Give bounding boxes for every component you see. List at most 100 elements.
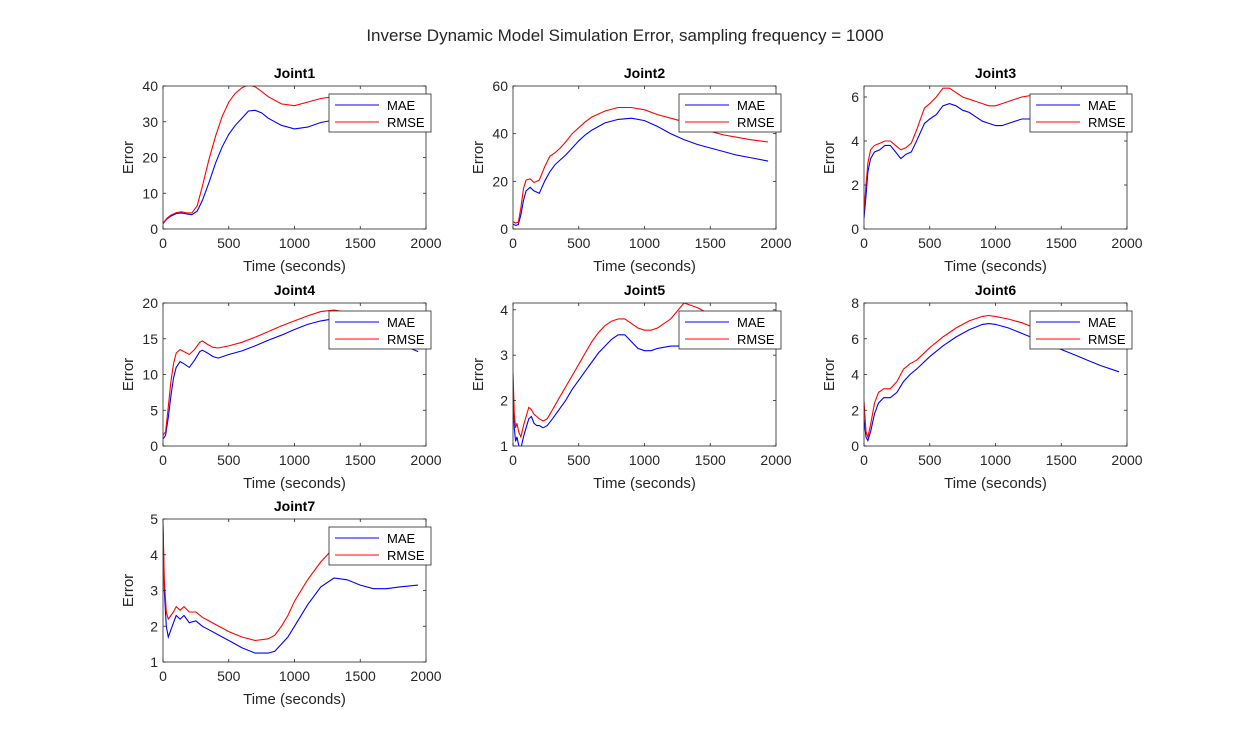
y-tick-label: 20 xyxy=(142,150,158,166)
x-axis-label: Time (seconds) xyxy=(944,258,1047,275)
y-tick-label: 40 xyxy=(142,78,158,94)
x-tick-label: 0 xyxy=(159,668,167,684)
y-tick-label: 5 xyxy=(150,402,158,418)
series-line-mae xyxy=(513,334,769,446)
x-tick-label: 1000 xyxy=(980,235,1011,251)
legend-label-mae: MAE xyxy=(387,315,416,330)
legend-label-rmse: RMSE xyxy=(1088,332,1126,347)
legend-label-mae: MAE xyxy=(737,315,766,330)
x-tick-label: 0 xyxy=(860,235,868,251)
x-tick-label: 2000 xyxy=(760,235,791,251)
x-axis-label: Time (seconds) xyxy=(593,258,696,275)
subplot-title: Joint5 xyxy=(624,282,665,298)
x-tick-label: 1500 xyxy=(695,235,726,251)
legend-label-rmse: RMSE xyxy=(1088,115,1126,130)
y-tick-label: 0 xyxy=(150,221,158,237)
x-axis-label: Time (seconds) xyxy=(243,258,346,275)
x-tick-label: 0 xyxy=(509,452,517,468)
x-tick-label: 500 xyxy=(217,235,241,251)
legend-label-rmse: RMSE xyxy=(737,332,775,347)
y-tick-label: 6 xyxy=(851,89,859,105)
legend-label-rmse: RMSE xyxy=(387,332,425,347)
y-tick-label: 6 xyxy=(851,331,859,347)
y-axis-label: Error xyxy=(120,141,137,174)
x-tick-label: 500 xyxy=(217,452,241,468)
subplot-title: Joint1 xyxy=(274,65,315,81)
x-tick-label: 1500 xyxy=(345,452,376,468)
y-tick-label: 0 xyxy=(150,438,158,454)
x-tick-label: 0 xyxy=(159,235,167,251)
legend: MAE RMSE xyxy=(1029,310,1133,350)
legend-box xyxy=(328,526,432,566)
x-tick-label: 1500 xyxy=(345,668,376,684)
subplot-joint2: 0 500 1000 1500 2000 0 20 40 60 Joint2 Time (secon… xyxy=(470,65,792,275)
legend-box xyxy=(328,310,432,350)
x-tick-label: 2000 xyxy=(760,452,791,468)
x-axis-label: Time (seconds) xyxy=(944,475,1047,492)
y-tick-label: 4 xyxy=(150,547,158,563)
x-tick-label: 0 xyxy=(509,235,517,251)
subplot-title: Joint4 xyxy=(274,282,315,298)
y-tick-label: 0 xyxy=(851,438,859,454)
subplot-title: Joint6 xyxy=(975,282,1016,298)
subplot-joint6: 0 500 1000 1500 2000 0 2 4 6 8 Joint6 Time (seconds… xyxy=(821,282,1143,492)
y-tick-label: 1 xyxy=(500,438,508,454)
legend: MAE RMSE xyxy=(328,310,432,350)
figure-title: Inverse Dynamic Model Simulation Error, … xyxy=(366,26,884,45)
x-tick-label: 1000 xyxy=(279,235,310,251)
x-tick-label: 1500 xyxy=(1046,452,1077,468)
y-tick-label: 4 xyxy=(851,367,859,383)
x-tick-label: 2000 xyxy=(1111,235,1142,251)
subplot-title: Joint7 xyxy=(274,498,315,514)
y-tick-label: 8 xyxy=(851,295,859,311)
legend-box xyxy=(678,93,782,133)
y-tick-label: 40 xyxy=(492,126,508,142)
x-tick-label: 500 xyxy=(918,235,942,251)
legend: MAE RMSE xyxy=(678,93,782,133)
y-tick-label: 2 xyxy=(150,618,158,634)
x-tick-label: 1500 xyxy=(695,452,726,468)
y-tick-label: 30 xyxy=(142,114,158,130)
x-tick-label: 0 xyxy=(159,452,167,468)
x-tick-label: 500 xyxy=(567,452,591,468)
y-tick-label: 0 xyxy=(851,221,859,237)
subplot-joint3: 0 500 1000 1500 2000 0 2 4 6 Joint3 Time (seconds)… xyxy=(821,65,1143,275)
legend-box xyxy=(1029,310,1133,350)
x-axis-label: Time (seconds) xyxy=(593,475,696,492)
legend-label-rmse: RMSE xyxy=(737,115,775,130)
x-tick-label: 1000 xyxy=(980,452,1011,468)
x-tick-label: 1000 xyxy=(629,235,660,251)
x-tick-label: 0 xyxy=(860,452,868,468)
series-line-mae xyxy=(163,526,419,654)
y-axis-label: Error xyxy=(120,358,137,391)
y-axis-label: Error xyxy=(821,358,838,391)
y-tick-label: 5 xyxy=(150,511,158,527)
y-tick-label: 3 xyxy=(500,347,508,363)
x-axis-label: Time (seconds) xyxy=(243,691,346,708)
y-tick-label: 1 xyxy=(150,654,158,670)
y-axis-label: Error xyxy=(120,574,137,607)
legend-box xyxy=(678,310,782,350)
y-tick-label: 20 xyxy=(142,295,158,311)
subplot-joint1: 0 500 1000 1500 2000 0 10 20 30 40 Joint1 Time (sec… xyxy=(120,65,442,275)
x-tick-label: 1500 xyxy=(1046,235,1077,251)
y-tick-label: 10 xyxy=(142,185,158,201)
legend-label-mae: MAE xyxy=(737,98,766,113)
legend-box xyxy=(328,93,432,133)
legend-label-mae: MAE xyxy=(1088,98,1117,113)
series-line-rmse xyxy=(513,303,769,439)
y-axis-label: Error xyxy=(821,141,838,174)
legend: MAE RMSE xyxy=(678,310,782,350)
legend-label-mae: MAE xyxy=(387,531,416,546)
x-tick-label: 1000 xyxy=(279,668,310,684)
legend-box xyxy=(1029,93,1133,133)
x-tick-label: 500 xyxy=(567,235,591,251)
legend: MAE RMSE xyxy=(328,526,432,566)
subplot-joint7: 0 500 1000 1500 2000 1 2 3 4 5 Joint7 Time (seconds… xyxy=(120,498,442,708)
y-tick-label: 2 xyxy=(851,177,859,193)
x-tick-label: 500 xyxy=(217,668,241,684)
y-tick-label: 0 xyxy=(500,221,508,237)
subplot-joint5: 0 500 1000 1500 2000 1 2 3 4 Joint5 Time (seconds)… xyxy=(470,282,792,492)
x-tick-label: 1500 xyxy=(345,235,376,251)
